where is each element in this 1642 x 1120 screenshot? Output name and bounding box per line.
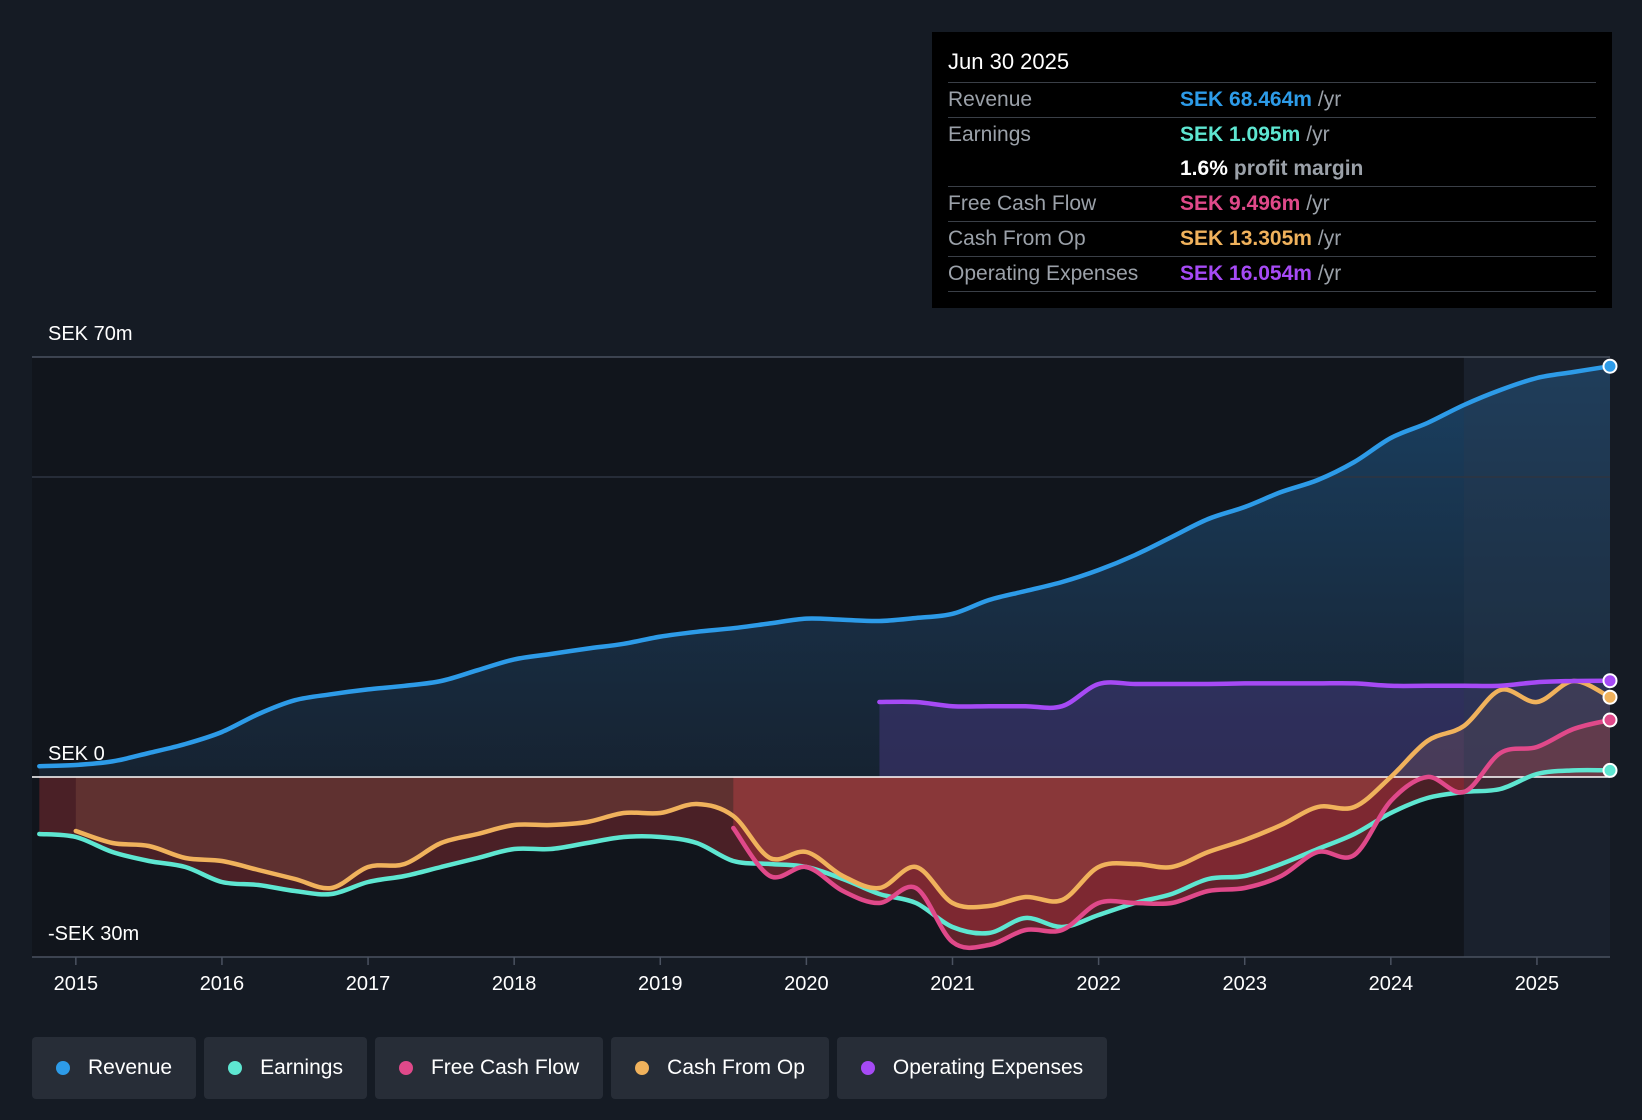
- legend-label: Free Cash Flow: [430, 1056, 580, 1079]
- tooltip-unit: /yr: [1317, 88, 1342, 111]
- legend-item-operating-expenses[interactable]: Operating Expenses: [836, 1037, 1108, 1099]
- tooltip-unit: /yr: [1306, 192, 1330, 215]
- tooltip-label: Free Cash Flow: [948, 192, 1097, 215]
- free-cash-flow-line: [731, 717, 1613, 951]
- operating-expenses-line: [877, 678, 1613, 711]
- operating-expenses-end-point: [1602, 673, 1618, 689]
- tooltip-value: SEK 16.054m: [1180, 262, 1312, 285]
- cash-from-op-end-point: [1602, 689, 1618, 705]
- legend-item-cash-from-op[interactable]: Cash From Op: [611, 1037, 829, 1099]
- earnings-line: [37, 767, 1613, 936]
- x-tick-label: 2015: [54, 973, 99, 995]
- cash-from-op-line: [73, 678, 1613, 910]
- tooltip-value: 1.6%: [1180, 157, 1228, 180]
- y-label-bottom: -SEK 30m: [48, 923, 139, 945]
- tooltip-date: Jun 30 2025: [948, 46, 1596, 83]
- tooltip-value: SEK 13.305m: [1180, 227, 1312, 250]
- cash-from-op-area: [75, 680, 1610, 908]
- operating-expenses-dot-icon: [860, 1061, 875, 1075]
- x-tick-label: 2017: [346, 973, 391, 995]
- tooltip-label: [948, 152, 1180, 186]
- tooltip-row-profit-margin: 1.6% profit margin: [948, 152, 1596, 187]
- revenue-area: [39, 366, 1610, 777]
- revenue-dot-icon: [56, 1061, 70, 1075]
- chart-svg: 2015 2016 2017 2018 2019 2020 2021 2022 2023 2024…: [32, 323, 1618, 995]
- x-tick-label: 2023: [1222, 973, 1267, 995]
- tooltip-value: SEK 68.464m: [1180, 88, 1312, 111]
- earnings-end-point: [1602, 762, 1618, 778]
- tooltip: Jun 30 2025 Revenue SEK 68.464m /yr Earn…: [932, 32, 1612, 308]
- legend-label: Earnings: [260, 1056, 343, 1079]
- tooltip-unit: profit margin: [1233, 157, 1364, 180]
- legend-label: Cash From Op: [667, 1056, 805, 1079]
- tooltip-unit: /yr: [1317, 262, 1342, 285]
- highlight-band: [1463, 357, 1610, 957]
- operating-expenses-area: [879, 680, 1610, 777]
- tooltip-value: SEK 9.496m: [1180, 192, 1301, 215]
- tooltip-value: SEK 1.095m: [1180, 123, 1301, 146]
- x-tick-label: 2025: [1515, 973, 1560, 995]
- tooltip-label: Earnings: [948, 123, 1031, 146]
- tooltip-label: Cash From Op: [948, 227, 1086, 250]
- tooltip-row-fcf: Free Cash Flow SEK 9.496m /yr: [948, 187, 1596, 222]
- y-label-top: SEK 70m: [48, 323, 132, 345]
- revenue-line: [37, 363, 1613, 769]
- y-label-zero: SEK 0: [48, 743, 105, 765]
- legend-label: Revenue: [88, 1056, 173, 1079]
- x-tick-label: 2021: [930, 973, 975, 995]
- x-tick-label: 2019: [638, 973, 683, 995]
- cash-from-op-dot-icon: [635, 1061, 650, 1075]
- legend-label: Operating Expenses: [892, 1056, 1084, 1079]
- legend-item-revenue[interactable]: Revenue: [32, 1037, 197, 1099]
- tooltip-row-earnings: Earnings SEK 1.095m /yr: [948, 118, 1596, 152]
- legend-item-earnings[interactable]: Earnings: [204, 1037, 367, 1099]
- tooltip-row-cfo: Cash From Op SEK 13.305m /yr: [948, 222, 1596, 257]
- tooltip-row-opex: Operating Expenses SEK 16.054m /yr: [948, 257, 1596, 292]
- legend-item-free-cash-flow[interactable]: Free Cash Flow: [374, 1037, 604, 1099]
- x-tick-label: 2024: [1369, 973, 1414, 995]
- x-tick-label: 2020: [784, 973, 829, 995]
- x-tick-label: 2016: [200, 973, 245, 995]
- tooltip-unit: /yr: [1306, 123, 1330, 146]
- tooltip-unit: /yr: [1317, 227, 1342, 250]
- earnings-dot-icon: [228, 1061, 243, 1075]
- x-tick-label: 2018: [492, 973, 537, 995]
- legend: Revenue Earnings Free Cash Flow Cash Fro…: [32, 1037, 1108, 1099]
- free-cash-flow-area: [733, 720, 1610, 948]
- x-tick-label: 2022: [1076, 973, 1121, 995]
- revenue-end-point: [1602, 358, 1618, 374]
- free-cash-flow-dot-icon: [398, 1061, 413, 1075]
- tooltip-label: Revenue: [948, 88, 1033, 111]
- free-cash-flow-end-point: [1602, 712, 1618, 728]
- tooltip-label: Operating Expenses: [948, 262, 1139, 285]
- tooltip-row-revenue: Revenue SEK 68.464m /yr: [948, 83, 1596, 118]
